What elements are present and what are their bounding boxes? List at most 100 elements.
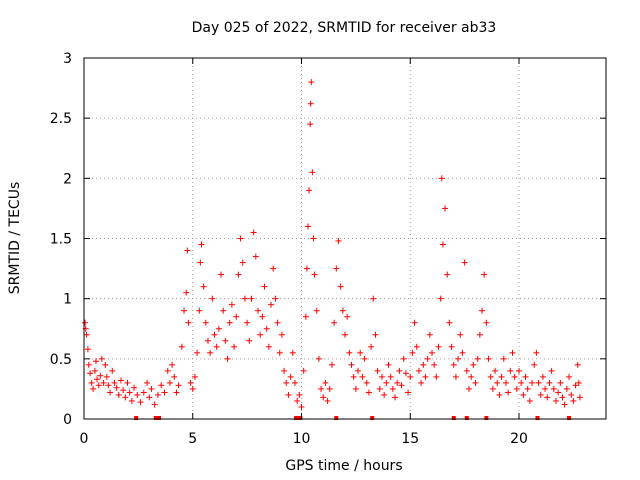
data-point xyxy=(82,319,89,326)
data-point xyxy=(376,385,383,392)
data-point xyxy=(175,382,182,389)
data-point xyxy=(231,343,238,350)
data-point xyxy=(357,349,364,356)
data-point xyxy=(479,307,486,314)
data-point xyxy=(283,379,290,386)
data-point xyxy=(576,394,583,401)
data-point xyxy=(91,367,98,374)
data-point xyxy=(94,376,101,383)
data-point xyxy=(90,385,97,392)
data-point xyxy=(189,385,196,392)
data-point xyxy=(368,343,375,350)
data-point xyxy=(187,379,194,386)
data-point xyxy=(422,373,429,380)
data-point xyxy=(265,343,272,350)
data-point xyxy=(198,241,205,248)
axis-ticks xyxy=(83,57,606,420)
data-point xyxy=(111,379,118,386)
data-point xyxy=(437,295,444,302)
data-point xyxy=(105,382,112,389)
data-point xyxy=(291,379,298,386)
data-point xyxy=(552,397,559,404)
data-point xyxy=(470,361,477,368)
data-point xyxy=(328,361,335,368)
data-point xyxy=(204,337,211,344)
data-point xyxy=(87,370,94,377)
data-point xyxy=(387,373,394,380)
x-axis-label: GPS time / hours xyxy=(285,458,402,474)
data-point xyxy=(438,175,445,182)
data-point xyxy=(344,313,351,320)
x-tick-label: 15 xyxy=(401,431,419,447)
data-point xyxy=(215,325,222,332)
data-point xyxy=(158,382,165,389)
data-point xyxy=(244,319,251,326)
data-point xyxy=(313,307,320,314)
data-point xyxy=(298,403,305,410)
data-point xyxy=(98,355,105,362)
data-point xyxy=(468,373,475,380)
baseline-marker xyxy=(134,416,139,420)
data-point xyxy=(233,313,240,320)
data-point xyxy=(103,373,110,380)
y-tick-label: 2.5 xyxy=(50,111,72,127)
data-point xyxy=(226,319,233,326)
data-point xyxy=(378,373,385,380)
data-point xyxy=(337,283,344,290)
data-point xyxy=(431,361,438,368)
data-point xyxy=(307,121,314,128)
data-point xyxy=(507,367,514,374)
data-point xyxy=(542,385,549,392)
y-tick-label: 0.5 xyxy=(50,352,72,368)
data-point xyxy=(505,389,512,396)
data-point xyxy=(483,319,490,326)
data-point xyxy=(539,373,546,380)
baseline-marker xyxy=(334,416,339,420)
data-point xyxy=(555,389,562,396)
data-point xyxy=(420,361,427,368)
baseline-marker xyxy=(535,416,540,420)
data-point xyxy=(213,343,220,350)
data-point xyxy=(161,389,168,396)
data-point xyxy=(342,331,348,338)
data-point xyxy=(194,349,201,356)
data-point xyxy=(550,385,557,392)
data-point xyxy=(494,379,501,386)
data-point xyxy=(85,361,92,368)
data-point xyxy=(224,355,231,362)
data-point xyxy=(306,187,313,194)
data-point xyxy=(83,331,90,338)
data-point xyxy=(548,367,555,374)
data-points xyxy=(82,79,583,420)
data-point xyxy=(259,313,266,320)
y-tick-label: 0 xyxy=(63,412,72,428)
data-point xyxy=(574,361,581,368)
data-point xyxy=(278,331,285,338)
data-point xyxy=(289,349,296,356)
data-point xyxy=(370,295,377,302)
data-point xyxy=(222,337,229,344)
data-point xyxy=(452,373,459,380)
data-point xyxy=(411,319,418,326)
data-point xyxy=(185,319,192,326)
data-point xyxy=(107,389,114,396)
y-tick-label: 1 xyxy=(63,292,72,308)
data-point xyxy=(392,394,399,401)
data-point xyxy=(261,283,268,290)
x-tick-label: 0 xyxy=(80,431,89,447)
data-point xyxy=(481,271,488,278)
data-point xyxy=(102,361,109,368)
data-point xyxy=(305,223,312,230)
data-point xyxy=(246,337,253,344)
data-point xyxy=(281,367,288,374)
data-point xyxy=(318,385,325,392)
x-tick-label: 20 xyxy=(510,431,528,447)
data-point xyxy=(320,394,327,401)
data-point xyxy=(426,331,433,338)
baseline-marker xyxy=(296,416,301,420)
data-point xyxy=(361,355,368,362)
baseline-marker xyxy=(451,416,456,420)
data-point xyxy=(255,307,261,314)
data-point xyxy=(270,265,277,272)
data-point xyxy=(535,379,542,386)
